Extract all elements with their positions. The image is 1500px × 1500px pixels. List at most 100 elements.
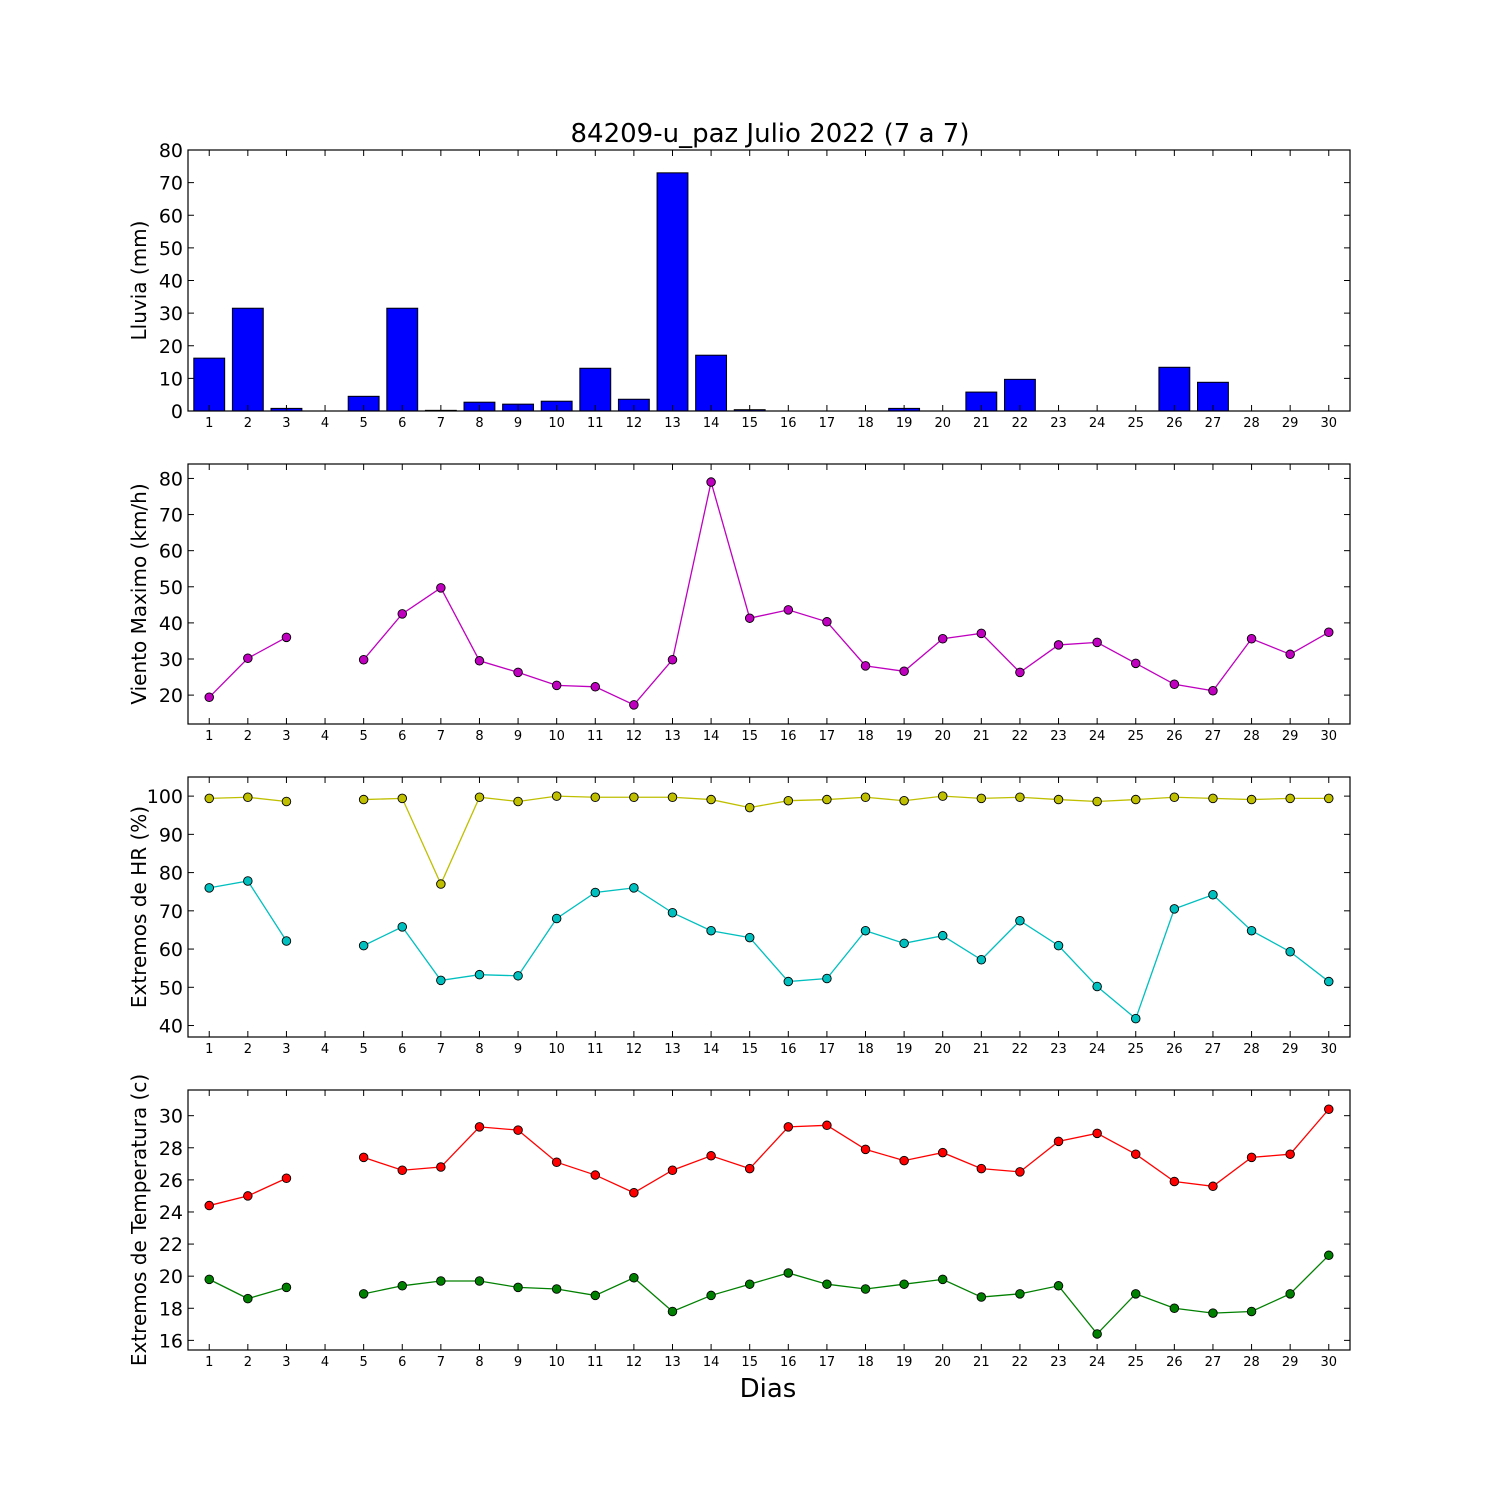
xtick-label: 18 [857, 1042, 874, 1057]
xtick-label: 10 [548, 416, 565, 431]
series-1-line-1 [208, 636, 287, 698]
series-2-point-27 [1208, 890, 1218, 900]
series-2-point-7 [436, 1276, 446, 1286]
series-2-point-13 [667, 907, 678, 918]
xtick-label: 18 [857, 416, 874, 431]
series-1-point-20 [937, 1147, 948, 1158]
xtick-label: 21 [973, 1042, 990, 1057]
series-1-line-2 [363, 1108, 1330, 1194]
series-2-point-26 [1169, 904, 1180, 914]
series-2-point-3 [281, 936, 292, 946]
xtick-label: 23 [1050, 1355, 1067, 1370]
series-1-point-28 [1246, 1152, 1257, 1163]
series-1-point-13 [667, 654, 678, 665]
xtick-label: 8 [475, 729, 483, 744]
xtick-label: 3 [282, 416, 290, 431]
xtick-label: 26 [1166, 1355, 1183, 1370]
ytick-label: 80 [159, 468, 183, 490]
xtick-label: 20 [934, 1042, 951, 1057]
xtick-label: 25 [1127, 1355, 1144, 1370]
series-2-point-24 [1092, 1329, 1102, 1339]
xtick-label: 3 [282, 1042, 290, 1057]
series-2-line-2 [363, 1254, 1330, 1335]
xtick-label: 21 [973, 1355, 990, 1370]
ytick-label: 60 [159, 541, 183, 563]
xtick-label: 23 [1050, 1042, 1067, 1057]
xtick-label: 30 [1320, 1355, 1337, 1370]
ytick-label: 24 [159, 1202, 183, 1224]
xtick-label: 22 [1012, 1042, 1029, 1057]
series-2-point-7 [436, 975, 446, 986]
xtick-label: 21 [973, 416, 990, 431]
ytick-label: 0 [171, 401, 183, 423]
xtick-label: 27 [1205, 1355, 1222, 1370]
xtick-label: 17 [819, 1355, 836, 1370]
series-1-point-27 [1208, 686, 1218, 696]
xtick-label: 18 [857, 729, 874, 744]
xtick-label: 29 [1282, 1042, 1299, 1057]
xtick-label: 25 [1127, 1042, 1144, 1057]
series-1-point-30 [1324, 627, 1334, 638]
xtick-label: 29 [1282, 729, 1299, 744]
xtick-label: 19 [896, 729, 913, 744]
series-1-point-14 [706, 477, 716, 487]
xtick-label: 17 [819, 416, 836, 431]
xtick-label: 25 [1127, 416, 1144, 431]
ytick-label: 30 [159, 303, 183, 325]
series-2-point-17 [822, 973, 832, 984]
xtick-label: 6 [398, 1355, 406, 1370]
xtick-label: 16 [780, 416, 797, 431]
xtick-label: 2 [244, 1355, 252, 1370]
series-1-point-24 [1092, 796, 1102, 807]
series-1-point-18 [860, 1144, 871, 1155]
series-1-point-1 [204, 1200, 214, 1211]
xtick-label: 12 [626, 416, 643, 431]
series-1-point-19 [899, 1155, 909, 1166]
series-2-point-29 [1285, 1289, 1295, 1299]
series-1-point-6 [397, 793, 408, 804]
series-2-point-10 [551, 913, 562, 924]
plot-frame [187, 776, 1351, 1038]
xtick-label: 5 [360, 1355, 368, 1370]
series-1-point-3 [281, 632, 292, 643]
ytick-label: 80 [159, 863, 183, 885]
xtick-label: 10 [548, 1042, 565, 1057]
series-1-point-9 [513, 796, 523, 807]
xtick-label: 20 [934, 1355, 951, 1370]
series-2-point-11 [590, 1290, 601, 1301]
figure-title: 84209-u_paz Julio 2022 (7 a 7) [571, 119, 970, 149]
xtick-label: 19 [896, 1355, 913, 1370]
ytick-label: 20 [159, 336, 183, 358]
xtick-label: 20 [934, 416, 951, 431]
ytick-label: 70 [159, 505, 183, 527]
series-1-point-12 [629, 1187, 639, 1198]
series-1-point-15 [744, 802, 755, 813]
series-1-point-14 [706, 794, 716, 805]
series-1-point-27 [1208, 793, 1218, 804]
series-1-point-16 [783, 605, 794, 615]
xtick-label: 7 [437, 1042, 445, 1057]
series-2-point-3 [281, 1282, 292, 1293]
xtick-label: 24 [1089, 1042, 1106, 1057]
xtick-label: 27 [1205, 729, 1222, 744]
ytick-label: 20 [159, 1266, 183, 1288]
series-2-line-1 [209, 880, 287, 942]
series-1-point-11 [590, 792, 601, 803]
series-2-point-9 [513, 1282, 523, 1293]
xtick-label: 7 [437, 416, 445, 431]
series-1-point-11 [590, 682, 601, 692]
series-1-point-2 [243, 792, 253, 803]
series-1-point-2 [243, 1191, 253, 1201]
series-2-point-15 [744, 1279, 755, 1289]
xtick-label: 7 [437, 1355, 445, 1370]
series-1-point-25 [1130, 658, 1141, 669]
series-1-point-18 [860, 661, 871, 671]
xtick-label: 21 [973, 729, 990, 744]
xtick-label: 5 [360, 416, 368, 431]
series-1-point-7 [436, 879, 446, 889]
xtick-label: 5 [360, 1042, 368, 1057]
ytick-label: 40 [159, 613, 183, 635]
